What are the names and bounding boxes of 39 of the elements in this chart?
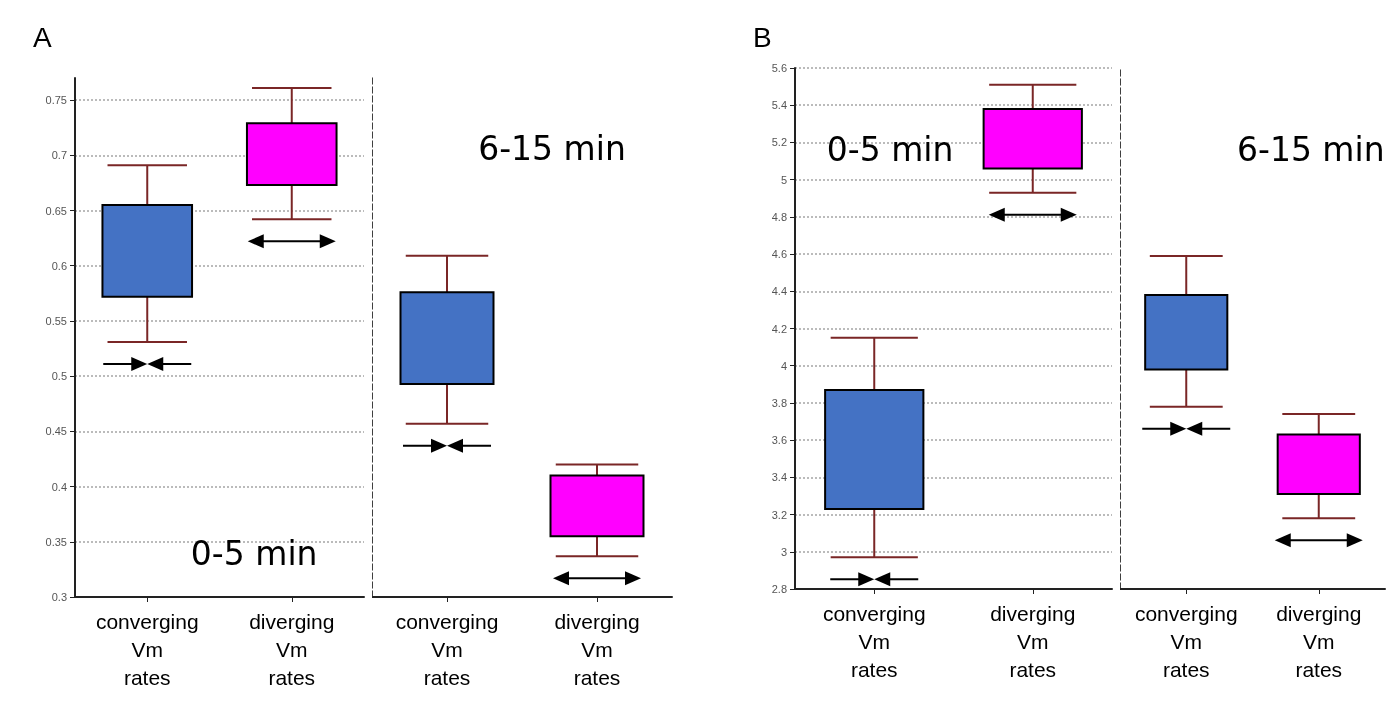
- annotation: 6-15 min: [1236, 129, 1385, 169]
- chart-title: B: [753, 21, 772, 53]
- y-tick-label: 0.35: [45, 535, 67, 548]
- chart-title: A: [33, 21, 52, 53]
- y-tick-label: 3.4: [771, 471, 787, 484]
- y-tick-label: 3.8: [771, 396, 787, 409]
- y-tick-label: 4.4: [771, 285, 787, 298]
- x-tick-label: diverging Vm rates: [554, 609, 640, 689]
- y-tick-label: 0.65: [45, 204, 67, 217]
- y-tick-label: 0.4: [51, 480, 67, 493]
- y-tick-label: 5.6: [771, 62, 787, 74]
- y-tick-label: 5.4: [771, 99, 787, 112]
- y-tick-label: 0.55: [45, 314, 67, 327]
- y-tick-label: 3: [780, 545, 787, 558]
- y-tick-label: 5.2: [771, 136, 787, 149]
- annotation: 0-5 min: [190, 533, 318, 573]
- y-tick-label: 3.2: [771, 508, 787, 521]
- y-tick-label: 0.75: [45, 94, 67, 107]
- y-tick-label: 4.8: [771, 210, 787, 223]
- x-tick-label: diverging Vm rates: [1276, 601, 1362, 681]
- y-tick-label: 4.6: [771, 248, 787, 261]
- y-tick-label: 0.45: [45, 425, 67, 438]
- y-tick-label: 4.2: [771, 322, 787, 335]
- x-tick-label: diverging Vm rates: [249, 609, 335, 689]
- y-tick-label: 0.6: [51, 259, 67, 272]
- y-tick-label: 0.5: [51, 370, 67, 383]
- x-tick-label: converging Vm rates: [1134, 601, 1238, 681]
- y-tick-label: 0.7: [51, 149, 67, 162]
- y-tick-label: 2.8: [771, 583, 787, 595]
- x-tick-label: converging Vm rates: [822, 601, 926, 681]
- y-tick-label: 5: [780, 173, 787, 186]
- x-tick-label: converging Vm rates: [95, 609, 199, 689]
- y-tick-label: 3.6: [771, 434, 787, 447]
- y-tick-label: 4: [780, 359, 787, 372]
- x-tick-label: diverging Vm rates: [990, 601, 1076, 681]
- annotation: 6-15 min: [478, 129, 626, 169]
- x-tick-label: converging Vm rates: [395, 609, 499, 689]
- y-tick-label: 0.3: [51, 591, 67, 603]
- annotation: 0-5 min: [826, 129, 954, 169]
